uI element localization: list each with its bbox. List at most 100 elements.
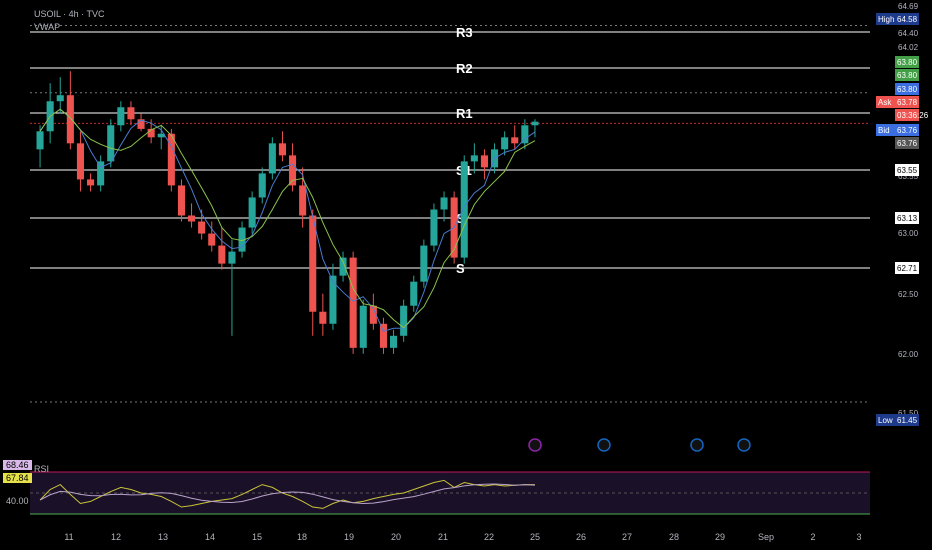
price-badge-value: 63.13 (897, 214, 918, 223)
pivot-label-s: S (456, 211, 465, 226)
time-tick-label: 21 (438, 532, 448, 542)
rsi-ma-line (39, 483, 535, 505)
candle-body (87, 179, 95, 186)
time-tick-label: 18 (297, 532, 307, 542)
time-tick-label: 2 (810, 532, 815, 542)
price-badge-tag (876, 96, 895, 108)
price-badge (895, 69, 919, 81)
candle-body (258, 173, 266, 198)
price-badge-tag (876, 414, 895, 426)
candle-body (289, 155, 297, 186)
candle-body (390, 335, 398, 348)
price-tick-label: 62.00 (898, 350, 919, 359)
price-badge (895, 212, 919, 224)
candle-body (521, 125, 529, 144)
pivot-label-r3: R3 (456, 25, 473, 40)
time-tick-label: Sep (758, 532, 774, 542)
price-badge-value: 63.80 (897, 85, 918, 94)
price-tick-label: 64.69 (898, 2, 919, 11)
time-tick-label: 19 (344, 532, 354, 542)
rsi-line (39, 479, 535, 509)
candle-body (430, 209, 438, 246)
candle-body (410, 281, 418, 306)
candle-body (198, 221, 206, 234)
candle-body (97, 161, 105, 186)
candle-body (379, 323, 387, 348)
price-badge-tag (876, 124, 895, 136)
pivot-label-r2: R2 (456, 61, 473, 76)
candle-body (480, 155, 488, 168)
candle-body (36, 131, 44, 150)
candle-body (299, 185, 307, 216)
price-tick-label: 63.55 (898, 172, 919, 181)
price-badge (895, 109, 919, 121)
candle-body (188, 215, 196, 222)
rsi-level-label: 40.00 (6, 496, 29, 506)
time-tick-label: 22 (484, 532, 494, 542)
price-tick-label: 61.50 (898, 409, 919, 418)
pivot-label-r1: R1 (456, 106, 473, 121)
time-tick-label: 28 (669, 532, 679, 542)
candle-body (268, 143, 276, 174)
price-badge-tag-label: Low (878, 416, 893, 425)
ma-line (39, 108, 536, 329)
price-badge (895, 414, 919, 426)
candle-body (56, 95, 64, 102)
candle-body (248, 197, 256, 228)
price-badge-value: 64.58 (897, 15, 918, 24)
price-badge-value: 63.76 (897, 139, 918, 148)
candle-body (238, 227, 246, 252)
time-tick-label: 20 (391, 532, 401, 542)
price-badge-value: 63.80 (897, 71, 918, 80)
price-badge (895, 137, 919, 149)
price-badge-value: 61.45 (897, 416, 918, 425)
event-marker-icon (597, 438, 611, 452)
price-badge (895, 262, 919, 274)
price-tick-label: 62.50 (898, 290, 919, 299)
time-tick-label: 12 (111, 532, 121, 542)
price-badge-tag-label: Bid (878, 126, 890, 135)
candle-body (359, 305, 367, 348)
candle-body (137, 119, 145, 129)
price-badge (895, 56, 919, 68)
candle-body (127, 107, 135, 120)
price-badge (895, 83, 919, 95)
candle-body (107, 125, 115, 162)
time-tick-label: 26 (576, 532, 586, 542)
candle-body (440, 197, 448, 210)
price-badge-value: 62.71 (897, 264, 918, 273)
price-tick-label: 63.00 (898, 229, 919, 238)
candle-body (339, 257, 347, 276)
time-tick-label: 13 (158, 532, 168, 542)
event-marker-icon (690, 438, 704, 452)
candle-body (208, 233, 216, 246)
candle-body (400, 305, 408, 336)
candle-body (157, 133, 165, 138)
candle-body (531, 121, 539, 126)
event-marker-icon (528, 438, 542, 452)
candle-body (278, 143, 286, 156)
candle-body (511, 137, 519, 144)
candle-body (420, 245, 428, 282)
candle-body (309, 215, 317, 312)
price-badge-tag-label: Ask (878, 98, 892, 107)
vwap-indicator-label: VWAP (34, 22, 61, 32)
price-badge-tag-label: High (878, 15, 894, 24)
candle-body (66, 95, 74, 144)
candle-body (369, 305, 377, 324)
candle-body (470, 155, 478, 162)
rsi-value-b: 67.84 (3, 473, 32, 483)
time-tick-label: 29 (715, 532, 725, 542)
price-tick-label: 64.02 (898, 43, 919, 52)
candle-body (147, 128, 155, 138)
price-badge (895, 124, 919, 136)
time-tick-label: 11 (64, 532, 73, 542)
time-tick-label: 15 (252, 532, 262, 542)
rsi-label: RSI (34, 464, 50, 474)
time-tick-label: 27 (622, 532, 632, 542)
price-badge (895, 13, 919, 25)
candle-body (228, 251, 236, 264)
price-badge-value: 63.55 (897, 166, 918, 175)
